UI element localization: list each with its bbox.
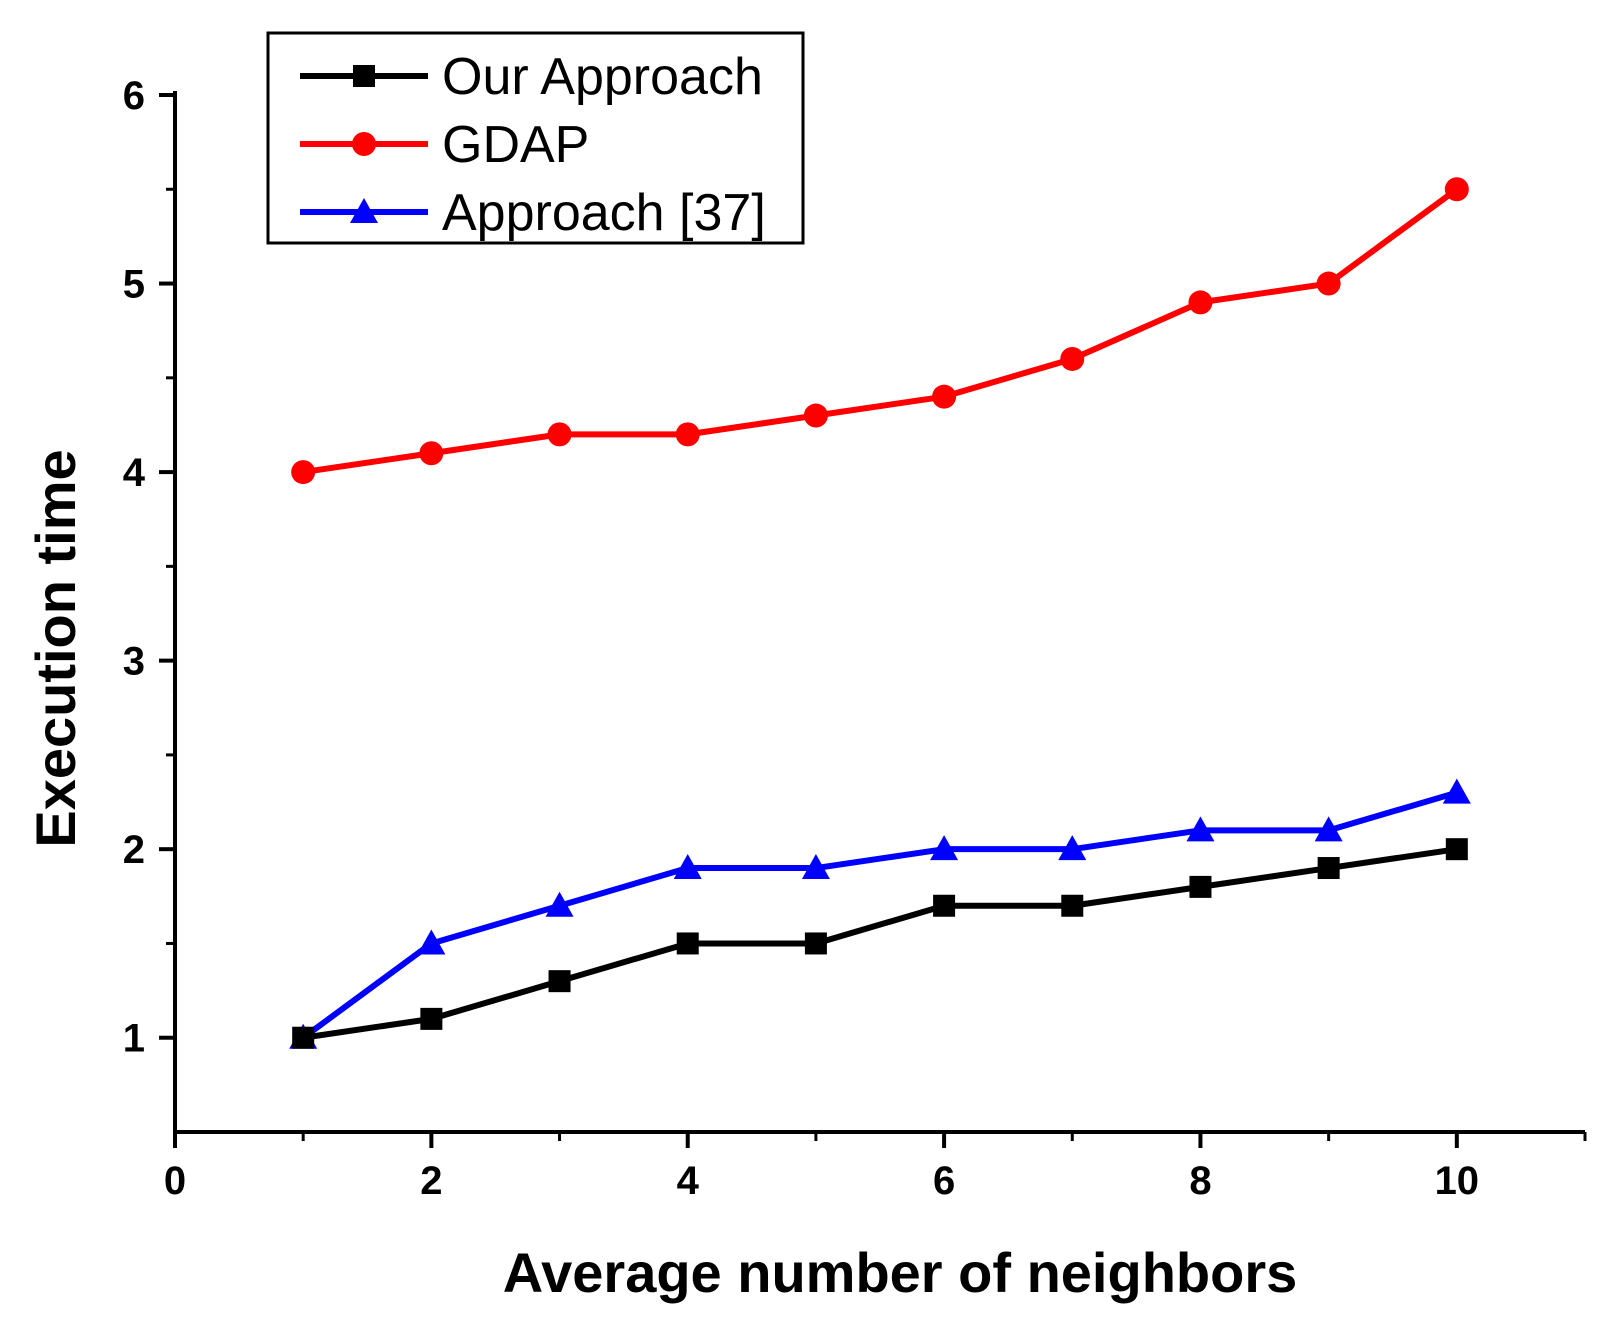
legend: Our Approach GDAP Approach [37] [266,31,805,245]
series-gdap [291,177,1469,485]
y-tick-label: 6 [123,74,145,118]
series-line [302,846,1458,1041]
y-tick-label: 3 [123,640,145,684]
series-line [302,186,1459,476]
data-point [1445,838,1468,861]
series-our-approach [292,838,1468,1049]
y-tick-label: 1 [123,1017,145,1061]
data-point [932,384,957,409]
legend-marker [350,198,378,223]
data-point [1058,835,1087,861]
series-line [301,789,1458,1041]
legend-label: Approach [37] [442,184,766,242]
y-tick-label: 2 [123,828,145,872]
data-point [673,854,702,880]
data-point [1189,875,1212,898]
data-point [676,932,699,955]
series-approach-37 [289,778,1471,1049]
data-point [803,403,828,428]
x-tick-label: 8 [1189,1159,1211,1203]
legend-label: GDAP [442,116,589,174]
data-point [1061,894,1084,917]
legend-marker [353,65,375,87]
data-point [420,1007,443,1030]
data-point [419,441,444,466]
data-point [801,854,830,880]
data-point [547,422,572,447]
axes: 1 2 3 4 5 6 0 2 4 6 8 10 [123,74,1587,1203]
data-point [804,932,827,955]
x-tick-label: 0 [164,1159,186,1203]
data-point [1188,290,1213,315]
data-point [1316,271,1341,296]
y-tick-label: 5 [123,263,145,307]
data-point [1442,778,1471,804]
x-tick-label: 4 [677,1159,700,1203]
data-point [291,460,316,485]
y-tick-label: 4 [123,451,146,495]
data-point [930,835,959,861]
legend-label: Our Approach [442,48,763,106]
data-point [675,422,700,447]
data-point [1314,816,1343,842]
plot-area [289,177,1471,1049]
data-point [1317,857,1340,880]
y-axis-title: Execution time [24,449,87,847]
data-point [292,1026,315,1049]
x-tick-label: 10 [1435,1159,1480,1203]
data-point [1186,816,1215,842]
data-point [548,970,571,993]
data-point [933,894,956,917]
legend-marker [352,132,376,156]
x-tick-label: 6 [933,1159,955,1203]
data-point [417,929,446,955]
data-point [1060,346,1085,371]
data-point [545,891,574,917]
x-axis-title: Average number of neighbors [503,1241,1298,1304]
x-tick-label: 2 [420,1159,442,1203]
data-point [1444,177,1469,202]
